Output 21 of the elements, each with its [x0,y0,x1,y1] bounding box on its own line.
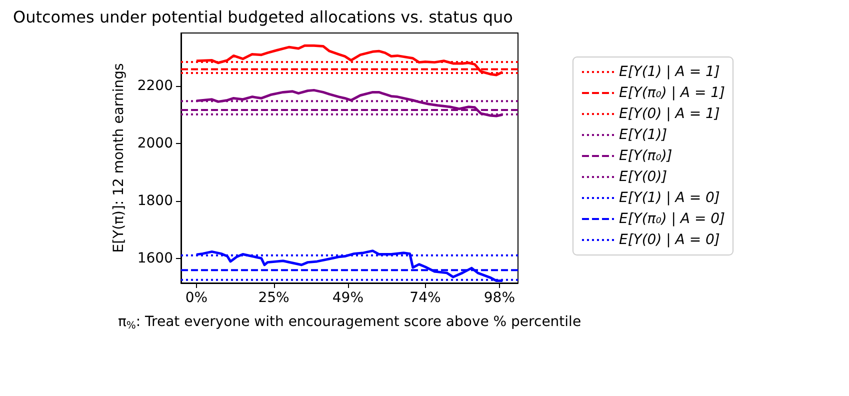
legend-label: E[Y(0)] [618,169,668,185]
y-tick-label: 1600 [137,250,173,267]
x-tick-label: 25% [258,290,290,306]
x-tick-label: 98% [484,290,516,306]
y-tick-label: 2000 [137,136,173,152]
chart-title: Outcomes under potential budgeted allocations vs. status quo [13,8,513,26]
x-tick-label: 49% [332,290,364,306]
x-tick-label: 0% [185,290,208,306]
legend-label: E[Y(π₀) | A = 1] [618,85,726,101]
legend-label: E[Y(0) | A = 1] [618,106,720,122]
y-axis-title: E[Y(π)]: 12 month earnings [111,63,127,253]
x-axis-title: π%: Treat everyone with encouragement score above % percentile [118,314,582,332]
x-tick-label: 74% [410,290,441,306]
y-tick-label: 1800 [137,193,173,210]
legend-label: E[Y(1)] [618,127,668,143]
legend-label: E[Y(1) | A = 1] [618,64,720,80]
legend-label: E[Y(1) | A = 0] [618,190,720,206]
legend-label: E[Y(π₀) | A = 0] [618,211,726,227]
y-tick-label: 2200 [137,78,173,94]
legend-label: E[Y(π₀)] [618,148,672,164]
legend-label: E[Y(0) | A = 0] [618,232,720,248]
